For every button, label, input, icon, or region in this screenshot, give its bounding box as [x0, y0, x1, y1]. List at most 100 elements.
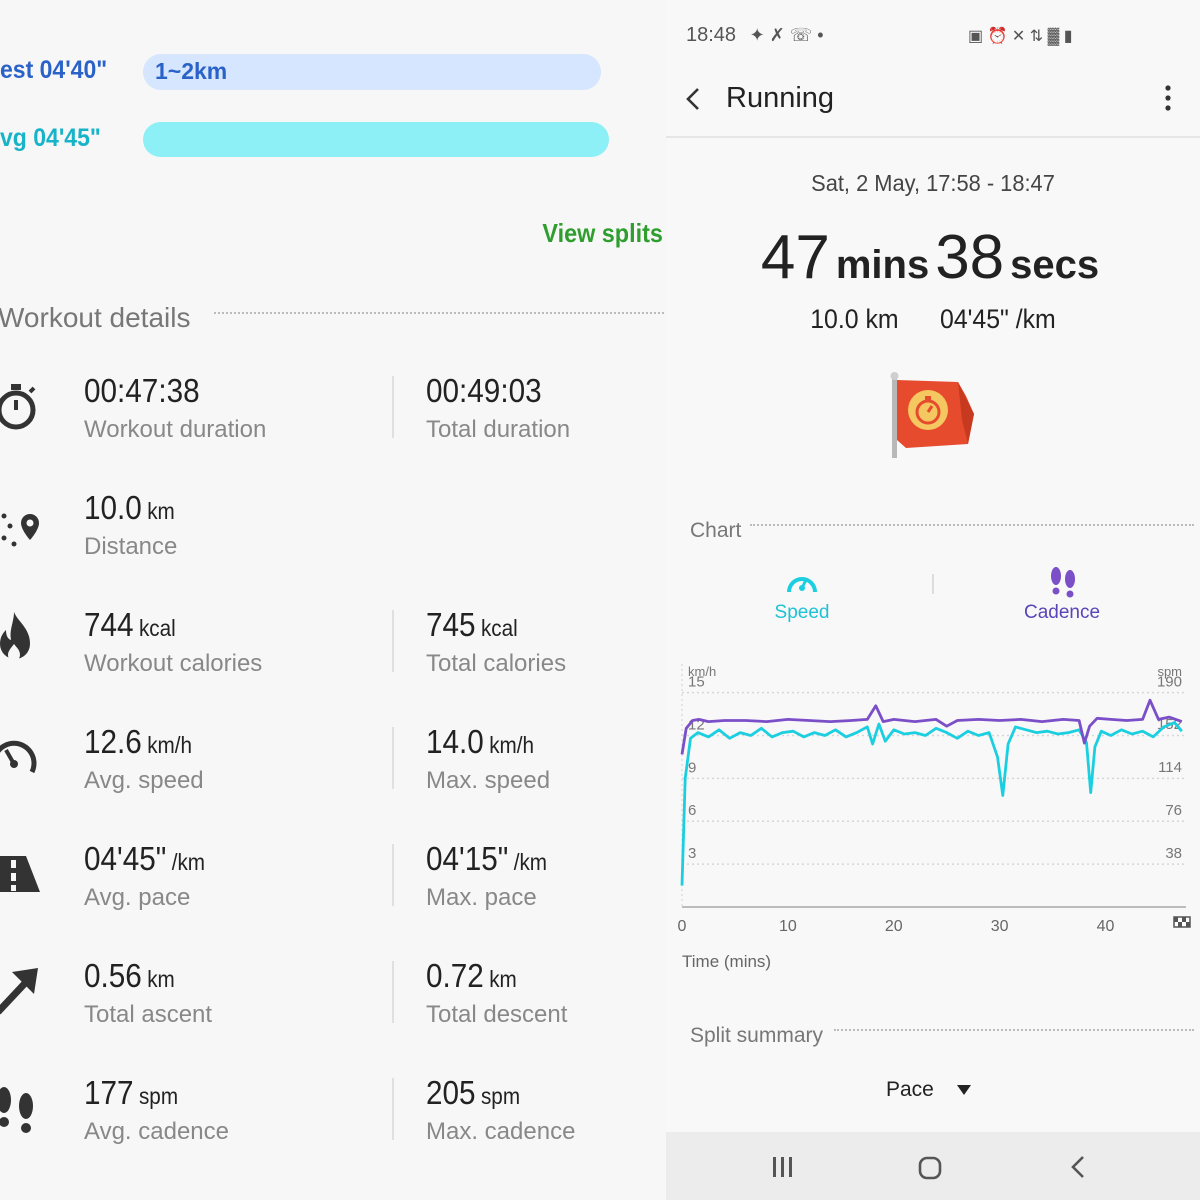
total-calories-label: Total calories: [426, 650, 567, 677]
x-axis-title: Time (mins): [682, 952, 771, 971]
max-speed-label: Max. speed: [426, 767, 551, 794]
column-divider: [392, 376, 394, 438]
workout-calories-value: 744: [84, 606, 134, 643]
column-divider: [392, 727, 394, 789]
tab-divider: [932, 574, 934, 594]
status-bar: 18:48 ✦ ✗ ☏ •: [686, 24, 824, 47]
total-ascent-label: Total ascent: [84, 1001, 213, 1028]
secs-label: secs: [1010, 243, 1100, 287]
max-pace-label: Max. pace: [426, 884, 537, 911]
workout-duration-metric: 00:47:38 Workout duration: [84, 372, 266, 444]
max-speed-unit: km/h: [489, 732, 535, 758]
workout-calories-unit: kcal: [138, 615, 176, 641]
total-duration-label: Total duration: [426, 416, 571, 443]
total-duration-value: 00:49:03: [426, 372, 542, 409]
max-cadence-value: 205: [426, 1074, 476, 1111]
more-options-icon[interactable]: [1162, 84, 1174, 112]
avg-pace-label: vg 04'45": [0, 124, 101, 152]
workout-duration-summary: 47 mins38 secs: [666, 222, 1200, 293]
tab-speed-label: Speed: [774, 602, 830, 623]
y-right-axis-unit: spm: [1157, 664, 1182, 679]
back-nav-icon[interactable]: [1068, 1154, 1088, 1180]
avg-pace-metric: 04'45"/km Avg. pace: [84, 840, 219, 912]
distance-pace-summary: 10.0 km 04'45" /km: [687, 304, 1178, 335]
footsteps-icon: [0, 1087, 33, 1133]
duration-mins-value: 47: [760, 223, 830, 292]
distance-pin-icon: [1, 513, 39, 547]
workout-calories-metric: 744 kcal Workout calories: [84, 606, 262, 678]
duration-secs-value: 38: [935, 223, 1005, 292]
x-tick-label: 20: [885, 918, 903, 935]
total-calories-metric: 745 kcal Total calories: [426, 606, 566, 678]
max-cadence-metric: 205 spm Max. cadence: [426, 1074, 575, 1146]
speed-gauge-icon: [787, 577, 817, 593]
series-line-speed: [680, 721, 1183, 886]
summary-pace: 04'45" /km: [940, 304, 1056, 334]
achievement-flag-icon: [890, 372, 974, 458]
home-icon[interactable]: [918, 1156, 942, 1180]
road-icon: [0, 856, 40, 892]
status-time: 18:48: [686, 24, 737, 46]
workout-duration-label: Workout duration: [84, 416, 267, 443]
y-left-axis-unit: km/h: [688, 664, 716, 679]
system-navigation-bar: [666, 1132, 1200, 1200]
x-tick-label: 10: [779, 918, 797, 935]
avg-pace-unit: /km: [171, 849, 206, 875]
workout-calories-label: Workout calories: [84, 650, 263, 677]
finish-flag-icon: [1173, 916, 1191, 928]
avg-speed-value: 12.6: [84, 723, 142, 760]
avg-cadence-metric: 177 spm Avg. cadence: [84, 1074, 229, 1146]
system-status-icons: ▣ ⏰ ✕ ⇅ ▓ ▮: [968, 28, 1073, 45]
section-divider: [214, 312, 664, 314]
avg-cadence-unit: spm: [138, 1083, 179, 1109]
max-cadence-label: Max. cadence: [426, 1118, 576, 1145]
total-ascent-value: 0.56: [84, 957, 142, 994]
y-right-tick-label: 76: [1165, 802, 1182, 819]
distance-value: 10.0: [84, 489, 142, 526]
summary-distance: 10.0 km: [810, 304, 899, 334]
workout-details-title: Workout details: [0, 302, 191, 333]
total-duration-metric: 00:49:03 Total duration: [426, 372, 570, 444]
speedometer-icon: [0, 740, 37, 774]
best-pace-label: est 04'40": [0, 56, 108, 84]
x-tick-label: 0: [678, 918, 687, 935]
avg-speed-label: Avg. speed: [84, 767, 204, 794]
column-divider: [392, 844, 394, 906]
best-split-bar: 1~2km: [143, 54, 601, 90]
distance-unit: km: [147, 498, 175, 524]
y-right-tick-label: 114: [1158, 759, 1182, 776]
x-tick-label: 40: [1097, 918, 1115, 935]
total-ascent-unit: km: [147, 966, 175, 992]
tab-cadence[interactable]: Cadence: [1002, 564, 1122, 634]
column-divider: [392, 961, 394, 1023]
section-divider: [834, 1029, 1194, 1031]
max-pace-value: 04'15": [426, 840, 509, 877]
avg-pace-label: Avg. pace: [84, 884, 191, 911]
total-descent-metric: 0.72 km Total descent: [426, 957, 567, 1029]
y-left-tick-label: 15: [688, 674, 705, 691]
y-left-tick-label: 6: [688, 802, 696, 819]
split-summary-title: Split summary: [690, 1024, 824, 1047]
avg-speed-metric: 12.6 km/h Avg. speed: [84, 723, 204, 795]
total-descent-label: Total descent: [426, 1001, 568, 1028]
column-divider: [392, 1078, 394, 1140]
distance-metric: 10.0 km Distance: [84, 489, 185, 561]
max-pace-metric: 04'15"/km Max. pace: [426, 840, 561, 912]
y-left-tick-label: 3: [688, 845, 696, 862]
pace-dropdown[interactable]: Pace: [886, 1078, 1006, 1108]
dropdown-triangle-icon: [957, 1085, 971, 1095]
back-arrow-icon[interactable]: [682, 86, 706, 112]
ascent-arrow-icon: [0, 968, 38, 1015]
best-split-range: 1~2km: [155, 58, 228, 84]
avg-pace-bar: [143, 122, 609, 157]
total-descent-value: 0.72: [426, 957, 484, 994]
distance-label: Distance: [84, 533, 178, 560]
tab-speed[interactable]: Speed: [742, 564, 862, 634]
view-splits-link[interactable]: View splits: [542, 218, 663, 248]
total-descent-unit: km: [489, 966, 517, 992]
workout-duration-value: 00:47:38: [84, 372, 200, 409]
avg-pace-value: 04'45": [84, 840, 167, 877]
max-speed-metric: 14.0 km/h Max. speed: [426, 723, 550, 795]
section-divider: [750, 524, 1194, 526]
recents-icon[interactable]: [770, 1156, 796, 1178]
